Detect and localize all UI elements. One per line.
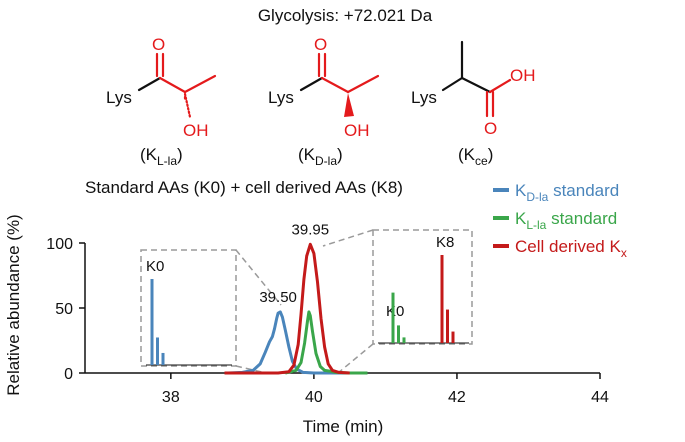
x-axis: 38 40 42 44 <box>85 372 609 406</box>
acid-o: O <box>484 119 497 138</box>
hashed-wedge <box>183 92 192 119</box>
series-line-cell <box>224 242 350 375</box>
figure-title: Glycolysis: +72.021 Da <box>258 6 433 25</box>
y-ticks: 0 50 100 <box>46 236 85 383</box>
legend-label: KD-la standard <box>515 181 619 204</box>
series-line-d-la <box>228 310 357 375</box>
x-ticks: 38 40 42 44 <box>162 373 609 406</box>
carbonyl-o: O <box>314 35 327 54</box>
inset-right-sticks <box>391 255 455 343</box>
inset-left: K0 <box>140 249 282 374</box>
structure-kd-la: Lys O OH (KD-la) <box>268 35 380 168</box>
inset-right-k8-label: K8 <box>436 234 454 251</box>
inset-connector <box>322 229 374 247</box>
caption-kce: (Kce) <box>458 145 493 168</box>
inset-right: K0 K8 <box>322 229 473 374</box>
legend-item-cell: Cell derived Kx <box>493 237 627 260</box>
inset-right-k0-label: K0 <box>386 303 404 320</box>
legend-item-kl-la: KL-la standard <box>493 209 617 232</box>
y-tick-label: 100 <box>46 236 73 253</box>
caption-kl-la: (KL-la) <box>140 145 183 168</box>
hydroxyl-oh: OH <box>183 121 209 140</box>
structure-kl-la: Lys O OH (KL-la) <box>106 35 217 168</box>
inset-connector <box>235 249 282 306</box>
x-tick-label: 38 <box>162 389 180 406</box>
inset-left-sticks <box>150 279 165 365</box>
legend-label: Cell derived Kx <box>515 237 627 260</box>
svg-text:(KD-la): (KD-la) <box>298 145 343 168</box>
acid-oh: OH <box>510 66 536 85</box>
insets: K0 K0 K8 <box>140 229 473 374</box>
x-axis-label: Time (min) <box>303 417 384 436</box>
peak-labels: 39.50 39.95 <box>259 221 329 306</box>
structure-kce: Lys OH O (Kce) <box>411 40 536 168</box>
peak-label: 39.95 <box>292 221 330 238</box>
y-tick-label: 0 <box>64 366 73 383</box>
legend-label: KL-la standard <box>515 209 617 232</box>
y-tick-label: 50 <box>55 301 73 318</box>
inset-connector <box>337 343 374 374</box>
inset-left-k0-label: K0 <box>146 258 164 275</box>
caption-kd-la: (KD-la) <box>298 145 343 168</box>
series-lines <box>224 242 368 375</box>
y-axis: 0 50 100 <box>46 236 86 383</box>
chart-title: Standard AAs (K0) + cell derived AAs (K8… <box>85 178 403 197</box>
peak-label: 39.50 <box>259 289 297 306</box>
y-axis-label: Relative abundance (%) <box>4 214 23 395</box>
carbonyl-o: O <box>152 35 165 54</box>
inset-right-box <box>372 229 473 345</box>
lys-label: Lys <box>411 88 437 107</box>
lys-label: Lys <box>268 88 294 107</box>
x-tick-label: 40 <box>305 389 323 406</box>
legend-item-kd-la: KD-la standard <box>493 181 619 204</box>
x-tick-label: 44 <box>591 389 609 406</box>
svg-text:(Kce): (Kce) <box>458 145 493 168</box>
solid-wedge <box>344 93 354 117</box>
x-tick-label: 42 <box>448 389 466 406</box>
svg-text:(KL-la): (KL-la) <box>140 145 183 168</box>
hydroxyl-oh: OH <box>344 121 370 140</box>
lys-label: Lys <box>106 88 132 107</box>
legend: KD-la standard KL-la standard Cell deriv… <box>493 181 627 260</box>
